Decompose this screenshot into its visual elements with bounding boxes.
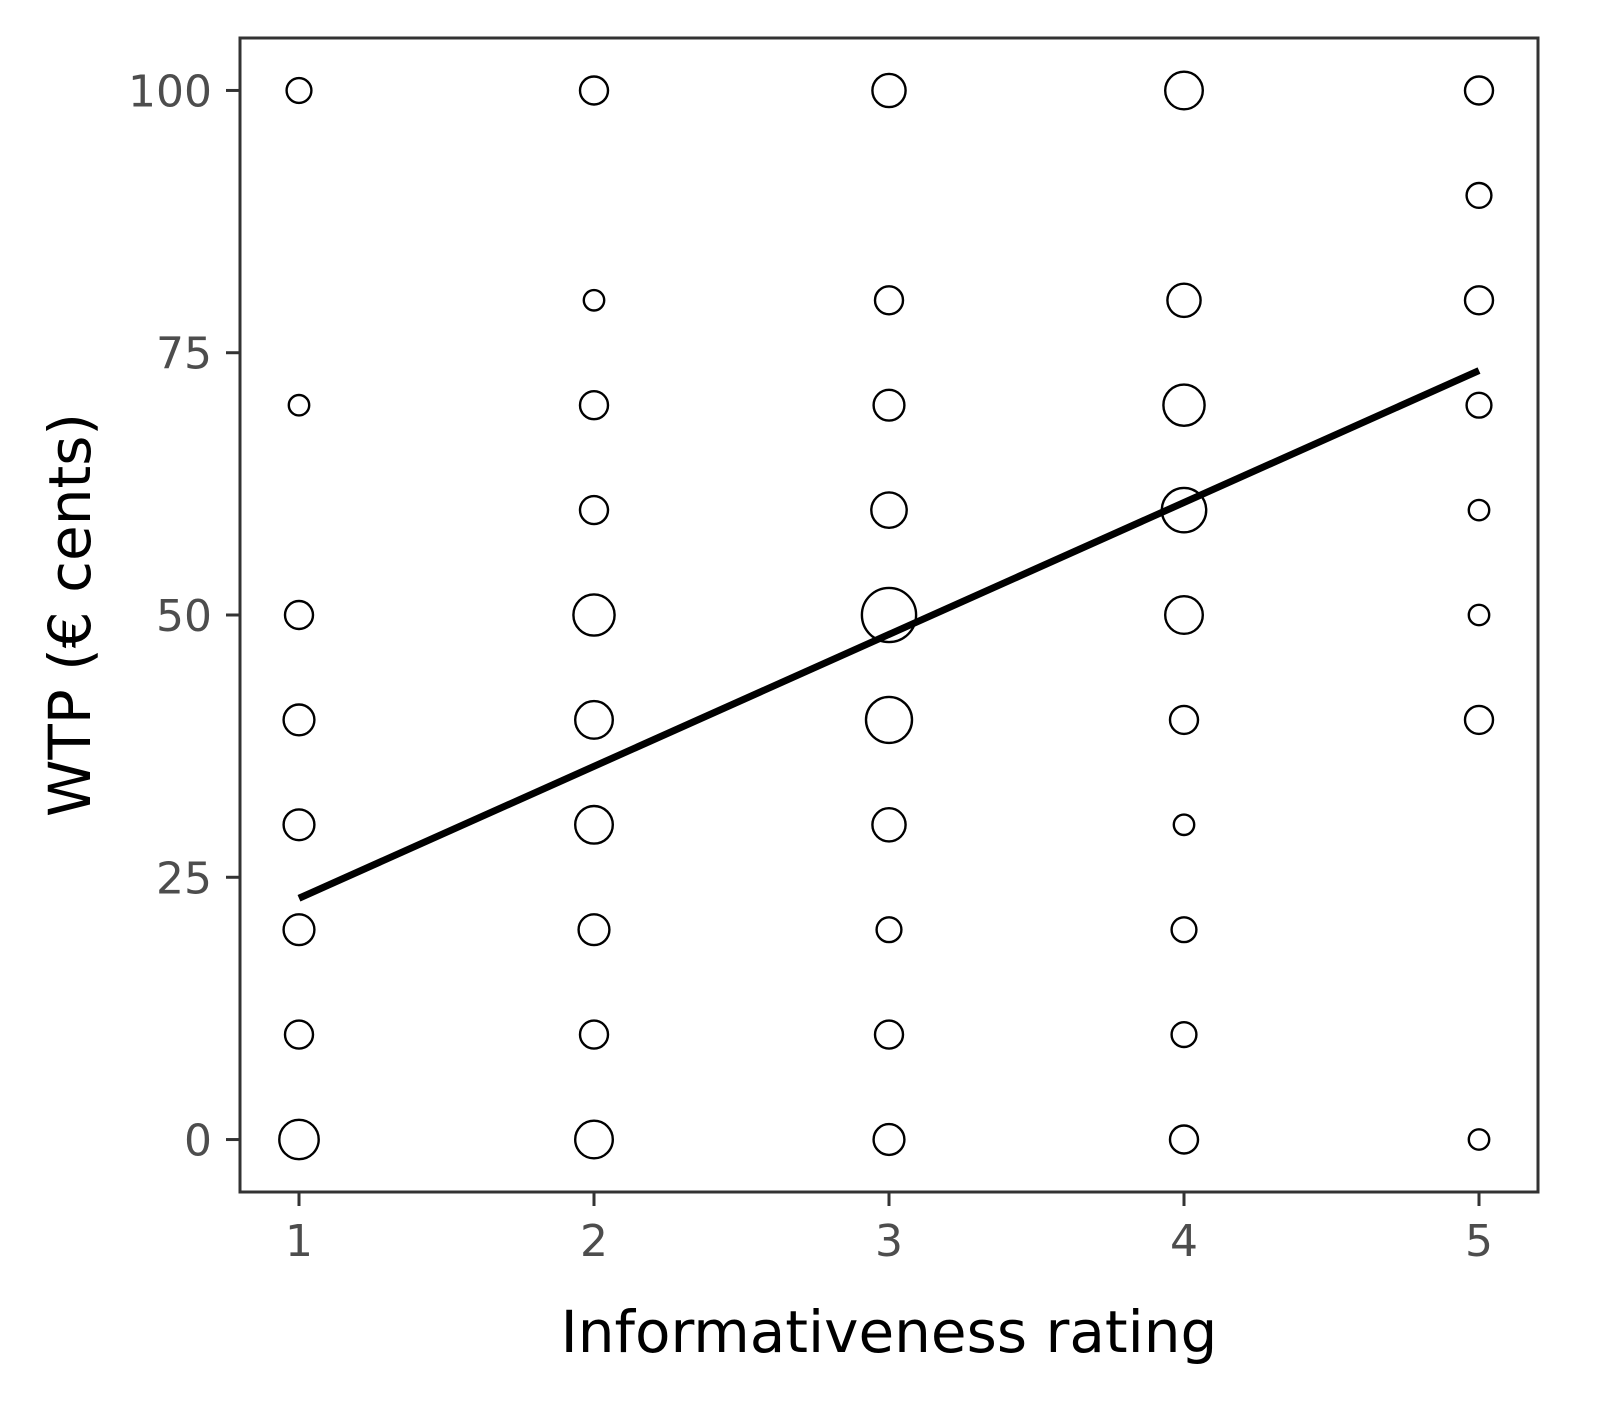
data-point — [872, 1122, 906, 1157]
data-point — [1162, 383, 1206, 428]
x-tick-label: 1 — [285, 1216, 313, 1267]
data-point — [577, 913, 611, 947]
data-point — [1463, 285, 1495, 316]
data-point — [873, 285, 905, 316]
data-point — [1163, 595, 1204, 636]
data-point — [1465, 391, 1493, 419]
data-point — [578, 1019, 610, 1050]
x-tick-label: 3 — [875, 1216, 903, 1267]
y-tick-label: 75 — [156, 329, 212, 380]
data-points — [278, 70, 1495, 1161]
data-point — [1168, 1124, 1200, 1155]
data-point — [578, 494, 610, 526]
x-axis-title: Informativeness rating — [561, 1298, 1218, 1366]
data-point — [1467, 1128, 1491, 1151]
y-tick-label: 100 — [128, 66, 212, 117]
data-point — [1463, 75, 1495, 106]
data-point — [574, 1119, 615, 1160]
regression-line — [297, 367, 1481, 902]
data-point — [282, 703, 316, 737]
data-point — [282, 808, 316, 842]
data-point — [1463, 704, 1495, 736]
y-tick-label: 25 — [156, 853, 212, 904]
fit-line-layer — [297, 367, 1481, 902]
data-point — [1467, 498, 1491, 522]
data-point — [875, 916, 903, 944]
data-point — [578, 75, 610, 106]
data-point — [1172, 813, 1196, 837]
data-point — [860, 586, 918, 644]
data-point — [873, 1019, 905, 1050]
data-point — [578, 390, 610, 421]
data-point — [864, 695, 914, 745]
data-point — [574, 699, 615, 740]
x-tick-label: 2 — [580, 1216, 608, 1267]
data-point — [572, 593, 616, 637]
data-point — [283, 1019, 315, 1050]
data-point — [1465, 181, 1493, 209]
data-point — [283, 599, 315, 631]
data-point — [1163, 70, 1204, 111]
data-point — [282, 913, 316, 947]
y-axis: 0 25 50 75 100 — [128, 66, 240, 1167]
data-point — [871, 72, 907, 109]
data-point — [287, 393, 311, 417]
data-point — [1170, 1020, 1198, 1049]
data-point — [574, 804, 615, 845]
y-axis-title: WTP (€ cents) — [36, 413, 104, 817]
data-point — [1168, 704, 1200, 736]
y-tick-label: 0 — [184, 1116, 212, 1167]
data-point — [870, 491, 908, 529]
data-point — [1170, 916, 1198, 944]
y-tick-label: 50 — [156, 591, 212, 642]
data-point — [872, 388, 906, 422]
x-tick-label: 4 — [1170, 1216, 1198, 1267]
x-axis: 1 2 3 4 5 — [285, 1192, 1493, 1267]
data-point — [285, 76, 313, 105]
data-point — [278, 1118, 320, 1161]
x-tick-label: 5 — [1465, 1216, 1493, 1267]
data-point — [1166, 282, 1202, 319]
data-point — [582, 288, 606, 312]
data-point — [871, 807, 907, 843]
data-point — [1467, 603, 1491, 627]
